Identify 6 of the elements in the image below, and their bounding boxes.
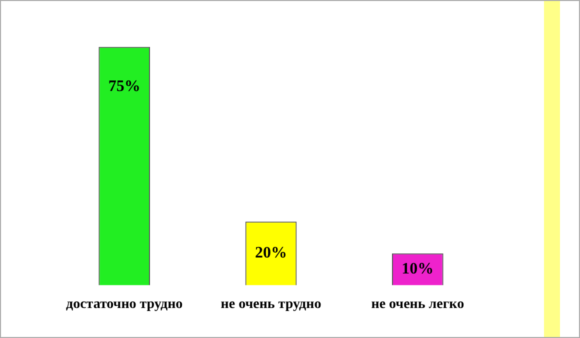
- x-tick-label: не очень трудно: [220, 297, 322, 312]
- data-label: 10%: [402, 260, 434, 278]
- x-tick-label: достаточно трудно: [66, 297, 183, 312]
- data-label: 75%: [108, 78, 140, 96]
- x-tick-label: не очень легко: [371, 297, 464, 312]
- data-label: 20%: [255, 244, 287, 262]
